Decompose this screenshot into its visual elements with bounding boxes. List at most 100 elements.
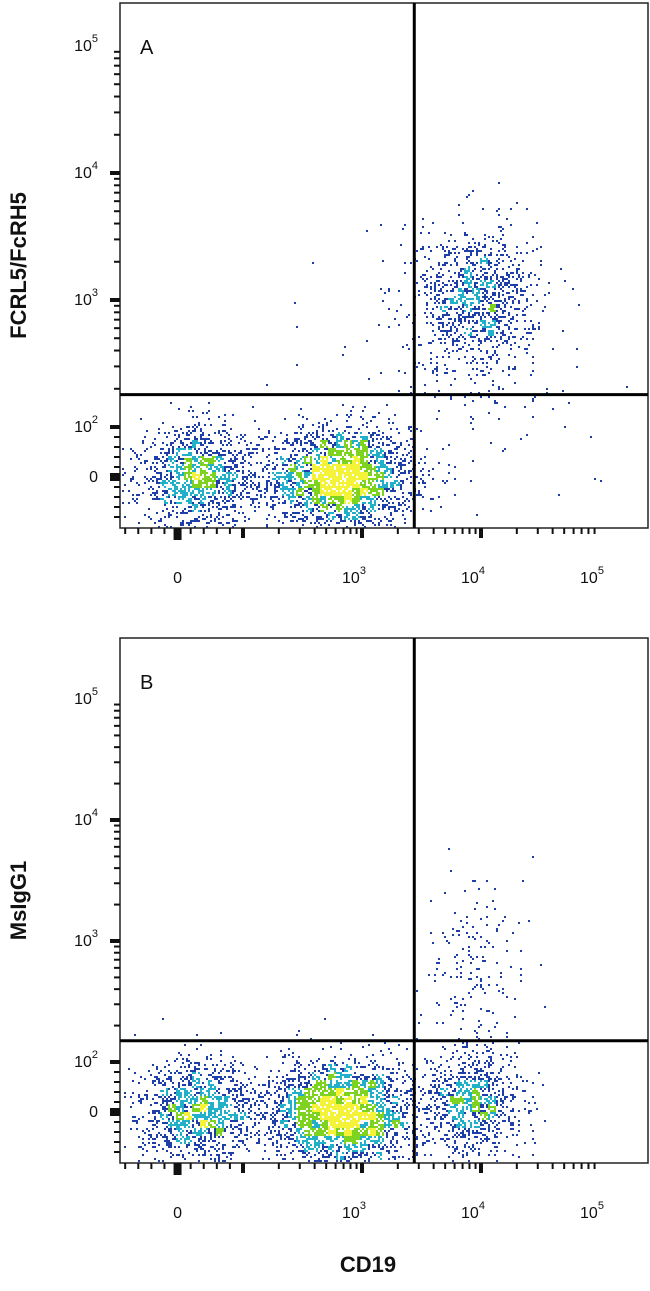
event-dot (396, 456, 398, 458)
event-dot (526, 352, 528, 354)
event-dot (192, 482, 194, 484)
event-dot (306, 510, 308, 512)
event-dot (526, 286, 528, 288)
event-dot (334, 490, 336, 492)
event-dot (330, 472, 332, 474)
event-dot (200, 434, 202, 436)
event-dot (146, 478, 148, 480)
event-dot (430, 510, 432, 512)
event-dot (374, 494, 376, 496)
event-dot (288, 478, 290, 480)
event-dot (474, 306, 476, 308)
event-dot (478, 244, 480, 246)
event-dot (456, 300, 458, 302)
event-dot (208, 442, 210, 444)
event-dot (232, 414, 234, 416)
event-dot (502, 278, 504, 280)
event-dot (340, 476, 342, 478)
event-dot (296, 438, 298, 440)
event-dot (376, 470, 378, 472)
event-dot (388, 290, 390, 292)
event-dot (318, 448, 320, 450)
event-dot (472, 316, 474, 318)
event-dot (480, 396, 482, 398)
event-dot (466, 256, 468, 258)
event-dot (330, 498, 332, 500)
event-dot (368, 520, 370, 522)
event-dot (326, 470, 328, 472)
event-dot (362, 504, 364, 506)
event-dot (266, 456, 268, 458)
event-dot (174, 502, 176, 504)
event-dot (162, 482, 164, 484)
event-dot (472, 428, 474, 430)
event-dot (182, 472, 184, 474)
event-dot (464, 268, 466, 270)
event-dot (222, 478, 224, 480)
event-dot (360, 436, 362, 438)
event-dot (410, 438, 412, 440)
event-dot (180, 512, 182, 514)
event-dot (308, 486, 310, 488)
event-dot (304, 470, 306, 472)
event-dot (340, 504, 342, 506)
event-dot (360, 522, 362, 524)
event-dot (322, 470, 324, 472)
event-dot (362, 480, 364, 482)
event-dot (512, 290, 514, 292)
event-dot (310, 448, 312, 450)
event-dot (320, 524, 322, 526)
event-dot (484, 298, 486, 300)
event-dot (314, 476, 316, 478)
event-dot (230, 484, 232, 486)
event-dot (362, 518, 364, 520)
event-dot (252, 500, 254, 502)
event-dot (192, 444, 194, 446)
event-dot (354, 472, 356, 474)
event-dot (294, 464, 296, 466)
event-dot (468, 316, 470, 318)
event-dot (298, 488, 300, 490)
event-dot (312, 488, 314, 490)
event-dot (220, 448, 222, 450)
event-dot (454, 332, 456, 334)
event-dot (246, 476, 248, 478)
event-dot (468, 266, 470, 268)
event-dot (204, 476, 206, 478)
event-dot (476, 312, 478, 314)
event-dot (472, 302, 474, 304)
event-dot (360, 484, 362, 486)
event-dot (506, 324, 508, 326)
event-dot (366, 462, 368, 464)
event-dot (186, 434, 188, 436)
event-dot (300, 490, 302, 492)
event-dot (354, 502, 356, 504)
event-dot (492, 240, 494, 242)
event-dot (380, 448, 382, 450)
event-dot (234, 464, 236, 466)
event-dot (374, 466, 376, 468)
event-dot (292, 488, 294, 490)
event-dot (406, 498, 408, 500)
event-dot (336, 506, 338, 508)
event-dot (212, 476, 214, 478)
event-dot (192, 486, 194, 488)
event-dot (328, 484, 330, 486)
event-dot (444, 300, 446, 302)
event-dot (182, 524, 184, 526)
event-dot (352, 454, 354, 456)
event-dot (166, 444, 168, 446)
event-dot (462, 274, 464, 276)
event-dot (486, 282, 488, 284)
event-dot (208, 468, 210, 470)
event-dot (368, 488, 370, 490)
event-dot (498, 214, 500, 216)
event-dot (440, 276, 442, 278)
event-dot (354, 520, 356, 522)
event-dot (410, 476, 412, 478)
event-dot (348, 498, 350, 500)
event-dot (208, 450, 210, 452)
event-dot (290, 454, 292, 456)
event-dot (518, 302, 520, 304)
event-dot (236, 474, 238, 476)
